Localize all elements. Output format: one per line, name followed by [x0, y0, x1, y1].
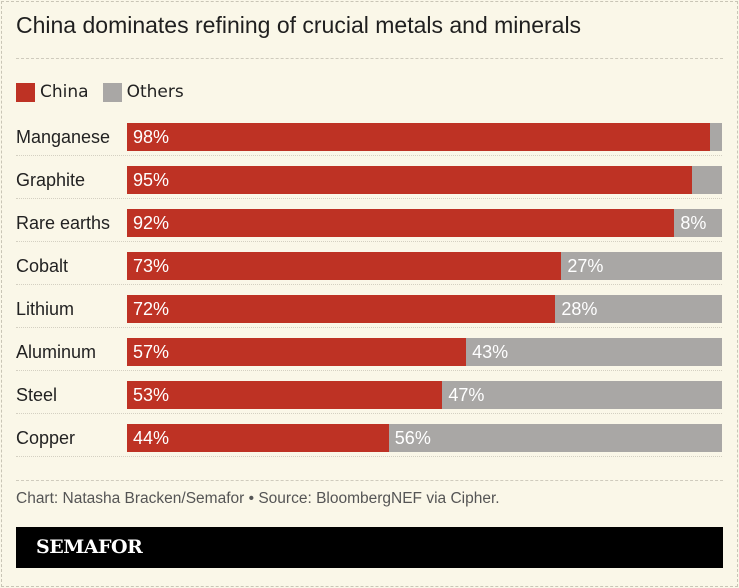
bar-others: 8%	[674, 209, 722, 237]
data-label: 53%	[133, 385, 170, 405]
stacked-bar: 95%	[127, 166, 722, 194]
legend-swatch-others	[102, 82, 122, 102]
bar-china: 95%	[127, 166, 693, 194]
data-label: 92%	[133, 213, 170, 233]
row-separator	[16, 155, 722, 156]
bar-china: 72%	[127, 295, 556, 323]
bar-others: 27%	[561, 252, 722, 280]
category-label: Manganese	[16, 127, 111, 147]
bar-china: 44%	[127, 424, 389, 452]
bar-row: Manganese 98%	[16, 119, 722, 162]
divider	[16, 58, 723, 59]
stacked-bar: 72% 28%	[127, 295, 722, 323]
bar-others: 28%	[555, 295, 722, 323]
data-label: 43%	[472, 342, 509, 362]
stacked-bar: 53% 47%	[127, 381, 722, 409]
category-label: Lithium	[16, 299, 75, 319]
bar-china: 73%	[127, 252, 562, 280]
data-label: 44%	[133, 428, 170, 448]
bar-row: Steel 53% 47%	[16, 377, 722, 420]
legend-label: China	[40, 82, 89, 102]
category-label: Cobalt	[16, 256, 69, 276]
bar-others: 56%	[388, 424, 722, 452]
row-separator	[16, 198, 722, 199]
source-credit: Chart: Natasha Bracken/Semafor • Source:…	[16, 490, 500, 507]
category-label: Copper	[16, 428, 76, 448]
data-label: 72%	[133, 299, 170, 319]
row-separator	[16, 327, 722, 328]
chart-title: China dominates refining of crucial meta…	[16, 12, 582, 38]
bar-others	[710, 123, 722, 151]
data-label: 27%	[567, 256, 604, 276]
data-label: 98%	[133, 127, 170, 147]
row-separator	[16, 284, 722, 285]
legend-label: Others	[126, 82, 184, 102]
row-separator	[16, 413, 722, 414]
row-separator	[16, 241, 722, 242]
stacked-bar: 44% 56%	[127, 424, 722, 452]
legend-swatch-china	[16, 82, 35, 102]
bar-others: 47%	[442, 381, 722, 409]
data-label: 73%	[133, 256, 170, 276]
bar-others	[692, 166, 722, 194]
bar-row: Graphite 95%	[16, 162, 722, 205]
stacked-bar: 92% 8%	[127, 209, 722, 237]
category-label: Graphite	[16, 170, 86, 190]
category-label: Steel	[16, 385, 58, 405]
bar-china: 92%	[127, 209, 675, 237]
brand-bar: SEMAFOR	[16, 527, 723, 568]
stacked-bar: 98%	[127, 123, 722, 151]
bar-row: Cobalt 73% 27%	[16, 248, 722, 291]
data-label: 47%	[448, 385, 485, 405]
category-label: Rare earths	[16, 213, 111, 233]
stacked-bar: 73% 27%	[127, 252, 722, 280]
bar-row: Copper 44% 56%	[16, 420, 722, 463]
legend: China Others	[16, 82, 198, 102]
category-label: Aluminum	[16, 342, 97, 362]
data-label: 8%	[680, 213, 707, 233]
bar-row: Aluminum 57% 43%	[16, 334, 722, 377]
bar-row: Rare earths 92% 8%	[16, 205, 722, 248]
data-label: 56%	[394, 428, 431, 448]
data-label: 95%	[133, 170, 170, 190]
divider	[16, 480, 723, 481]
stacked-bar: 57% 43%	[127, 338, 722, 366]
data-label: 28%	[561, 299, 598, 319]
bar-china: 57%	[127, 338, 467, 366]
bar-china: 98%	[127, 123, 711, 151]
row-separator	[16, 370, 722, 371]
legend-item-china: China	[16, 82, 89, 102]
data-label: 57%	[133, 342, 170, 362]
bar-china: 53%	[127, 381, 443, 409]
row-separator	[16, 456, 722, 457]
legend-item-others: Others	[102, 82, 184, 102]
semafor-logo: SEMAFOR	[36, 536, 143, 558]
bar-others: 43%	[466, 338, 722, 366]
bar-row: Lithium 72% 28%	[16, 291, 722, 334]
